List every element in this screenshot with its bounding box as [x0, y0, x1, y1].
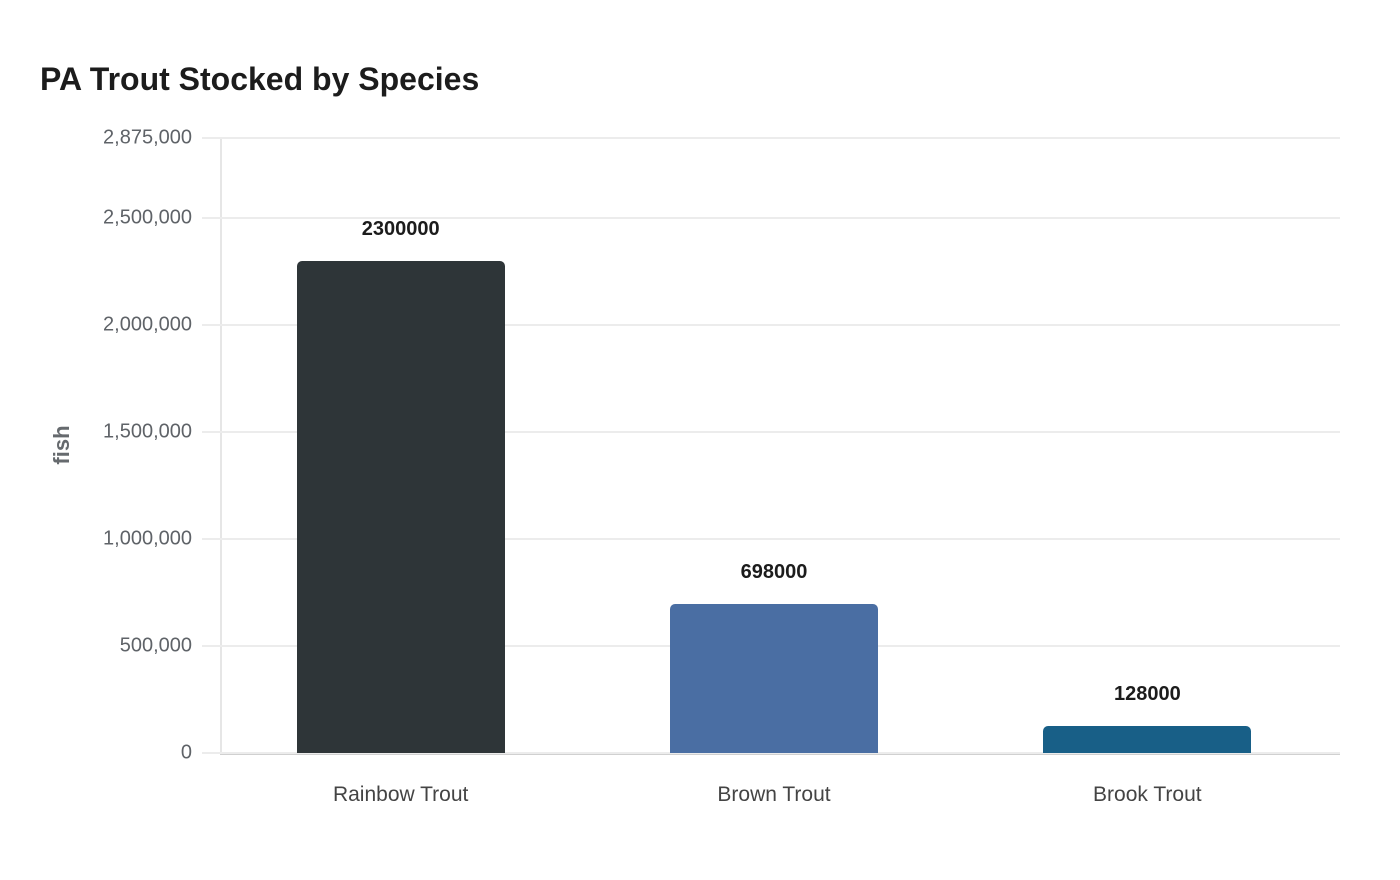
bar-value-label: 128000	[1113, 682, 1181, 705]
y-tick-label: 1,000,000	[103, 527, 192, 550]
plot-area: 0 500,000 1,000,000 1,500,000 2,000,000 2,500…	[103, 127, 1340, 764]
x-tick-label: Brook Trout	[1093, 783, 1202, 806]
y-tick-label: 1,500,000	[103, 420, 192, 443]
gridline	[202, 431, 1340, 434]
y-tick-label: 2,000,000	[103, 313, 192, 336]
y-tick-label: 2,875,000	[103, 126, 192, 149]
chart-title: PA Trout Stocked by Species	[40, 61, 480, 97]
x-tick-label: Rainbow Trout	[332, 783, 469, 806]
y-axis-line	[220, 138, 222, 753]
bar-brown-trout[interactable]	[670, 603, 878, 753]
x-tick-label: Brown Trout	[717, 783, 831, 806]
y-tick-label: 2,500,000	[103, 206, 192, 229]
gridline	[202, 752, 1340, 754]
bar-rainbow-trout[interactable]	[296, 261, 505, 753]
gridline	[202, 538, 1340, 541]
gridline	[202, 324, 1340, 327]
y-tick-label: 0	[180, 741, 192, 764]
bar-value-label: 698000	[740, 560, 808, 583]
bar-brook-trout[interactable]	[1043, 725, 1252, 753]
gridline	[202, 217, 1340, 220]
y-tick-label: 500,000	[119, 634, 192, 657]
y-axis-label: fish	[49, 425, 74, 465]
x-axis-line	[220, 753, 1340, 755]
gridline	[202, 137, 1340, 139]
bar-value-label: 2300000	[361, 218, 440, 240]
